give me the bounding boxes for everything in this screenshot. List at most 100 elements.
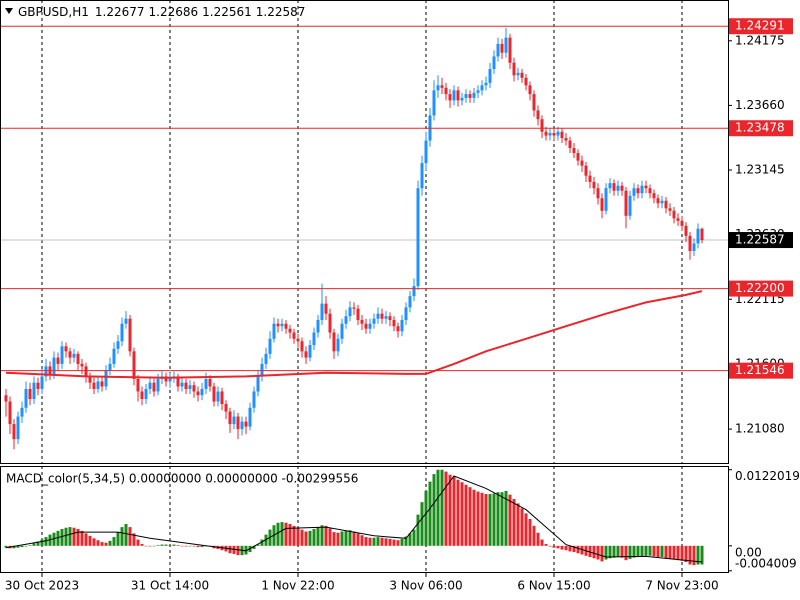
macd-bar [136, 539, 140, 546]
candle-body [352, 307, 356, 309]
candle-body [468, 94, 472, 98]
candle-body [700, 228, 704, 241]
candle-body [280, 323, 284, 327]
macd-bar [28, 545, 32, 546]
candle-body [416, 188, 420, 287]
macd-bar [108, 540, 112, 546]
symbol: GBPUSD,H1 [18, 5, 89, 19]
macd-bar [516, 503, 520, 546]
collapse-arrow[interactable] [5, 8, 13, 14]
candle-body [164, 376, 168, 382]
candle-body [348, 307, 352, 317]
macd-bar [340, 531, 344, 546]
macd-bar [132, 533, 136, 546]
macd-bar [348, 530, 352, 546]
macd-bar [304, 531, 308, 546]
macd-bar [52, 532, 56, 546]
candle-body [128, 318, 132, 352]
candle-body [504, 37, 508, 53]
macd-bar [412, 529, 416, 546]
ohlc-close: 1.22587 [256, 5, 306, 19]
candle-body [588, 175, 592, 182]
macd-bar [404, 536, 408, 546]
candle-body [584, 165, 588, 176]
candle-body [660, 200, 664, 204]
macd-bar [264, 534, 268, 546]
candle-body [252, 391, 256, 408]
candle-body [540, 119, 544, 132]
candle-body [432, 90, 436, 116]
candle-body [76, 353, 80, 364]
candle-body [204, 378, 208, 389]
macd-bar [92, 538, 96, 546]
candle-body [188, 385, 192, 389]
macd-bar [564, 545, 568, 551]
candle-body [436, 85, 440, 91]
macd-bar [68, 527, 72, 546]
macd-bar [196, 545, 200, 548]
candle-body [576, 153, 580, 161]
macd-bar [32, 543, 36, 546]
macd-bar [180, 545, 184, 547]
main-frame [0, 0, 729, 464]
candle-body [476, 90, 480, 93]
macd-bar [544, 543, 548, 546]
macd-bar [60, 528, 64, 546]
macd-bar [416, 514, 420, 546]
candle-body [632, 188, 636, 196]
macd-bar [664, 545, 668, 559]
candle-body [60, 346, 64, 364]
candle-body [344, 316, 348, 324]
candle-body [152, 382, 156, 392]
candle-body [420, 163, 424, 189]
macd-bar [140, 543, 144, 546]
candle-body [296, 338, 300, 342]
macd-bar [308, 530, 312, 546]
macd-bar [684, 545, 688, 563]
ohlc-high: 1.22686 [149, 5, 199, 19]
macd-bar [320, 525, 324, 546]
macd-title: MACD_color(5,34,5) 0.00000000 0.00000000… [6, 472, 358, 486]
candle-body [68, 351, 72, 358]
macd-bar [276, 522, 280, 546]
macd-bar [676, 545, 680, 561]
macd-bar [368, 537, 372, 546]
macd-bar [672, 545, 676, 560]
candle-body [312, 332, 316, 346]
candle-body [132, 351, 136, 379]
candle-body [240, 421, 244, 430]
candle-body [124, 318, 128, 324]
macd-bar [576, 545, 580, 554]
candle-body [448, 94, 452, 101]
macd-bar [160, 544, 164, 546]
macd-bar [144, 545, 148, 547]
candle-body [216, 391, 220, 402]
candle-body [620, 185, 624, 191]
ohlc-low: 1.22561 [202, 5, 252, 19]
macd-bar [244, 545, 248, 555]
candle-body [444, 87, 448, 95]
candle-body [452, 90, 456, 101]
candle-body [4, 395, 8, 402]
macd-bar [260, 539, 264, 546]
candle-body [148, 382, 152, 389]
macd-bar [152, 545, 156, 547]
macd-bar [616, 545, 620, 558]
candle-body [536, 110, 540, 120]
macd-bar [608, 545, 612, 559]
candle-body [88, 376, 92, 383]
macd-bar [520, 508, 524, 546]
candle-body [40, 376, 44, 389]
candle-body [236, 416, 240, 430]
macd-bar [116, 532, 120, 546]
candle-body [396, 326, 400, 332]
macd-bar [660, 545, 664, 558]
macd-bar [640, 545, 644, 557]
macd-bar [648, 545, 652, 556]
candle-body [96, 381, 100, 389]
macd-bar [332, 532, 336, 546]
candle-body [32, 382, 36, 400]
macd-bar [436, 469, 440, 546]
candle-body [580, 160, 584, 166]
candle-body [92, 382, 96, 389]
